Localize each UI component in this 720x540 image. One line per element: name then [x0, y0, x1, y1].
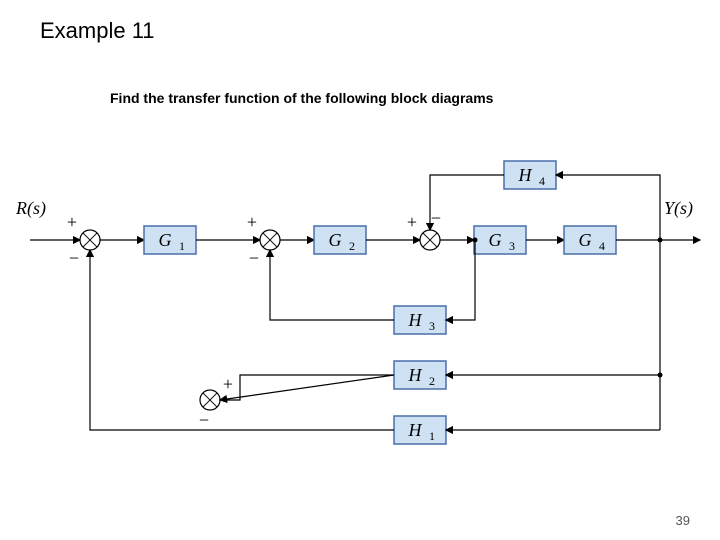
block-diagram: R(s)Y(s)+−G1+−G2+−G3G4H4H3H2H1+−: [0, 0, 720, 540]
svg-text:G: G: [159, 230, 172, 250]
svg-text:+: +: [67, 212, 77, 232]
svg-text:4: 4: [599, 239, 605, 253]
svg-text:1: 1: [429, 429, 435, 443]
svg-text:−: −: [199, 410, 209, 430]
svg-text:2: 2: [429, 374, 435, 388]
svg-text:4: 4: [539, 174, 545, 188]
svg-text:+: +: [247, 212, 257, 232]
svg-text:H: H: [408, 420, 423, 440]
svg-text:H: H: [408, 310, 423, 330]
svg-text:+: +: [223, 374, 233, 394]
svg-text:2: 2: [349, 239, 355, 253]
svg-text:−: −: [249, 248, 259, 268]
svg-text:H: H: [518, 165, 533, 185]
svg-text:G: G: [489, 230, 502, 250]
svg-text:3: 3: [429, 319, 435, 333]
svg-text:−: −: [69, 248, 79, 268]
svg-text:H: H: [408, 365, 423, 385]
svg-text:3: 3: [509, 239, 515, 253]
svg-text:1: 1: [179, 239, 185, 253]
svg-text:R(s): R(s): [15, 198, 46, 219]
svg-text:G: G: [329, 230, 342, 250]
svg-text:Y(s): Y(s): [664, 198, 693, 219]
svg-text:G: G: [579, 230, 592, 250]
svg-text:+: +: [407, 212, 417, 232]
svg-text:−: −: [431, 208, 441, 228]
